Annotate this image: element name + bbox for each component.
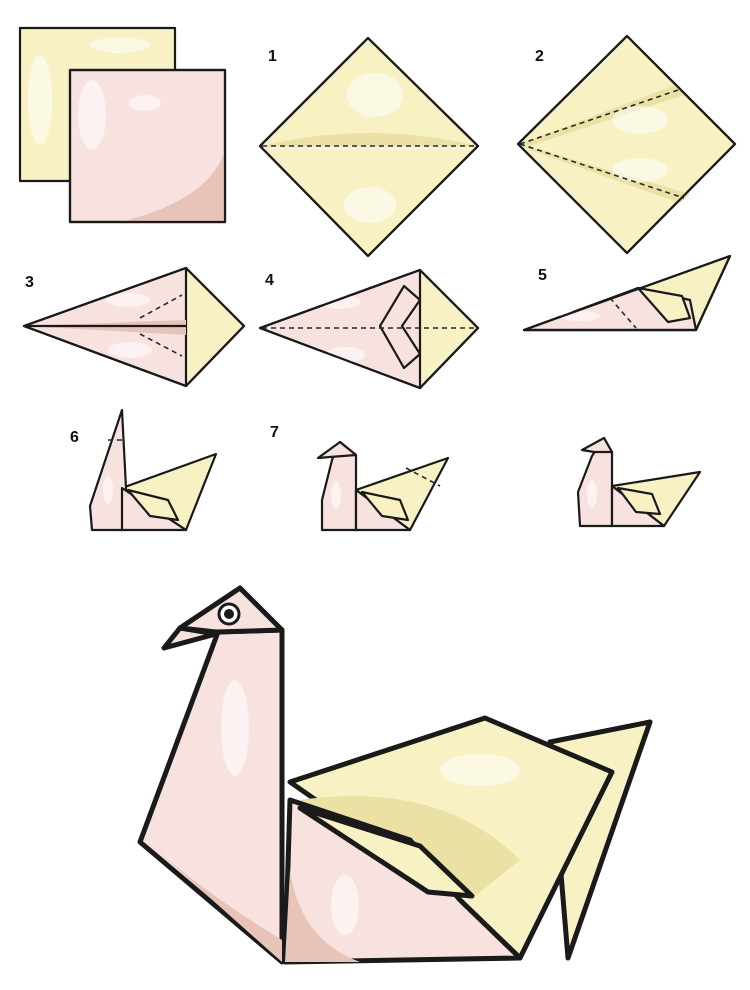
- swan-beak: [164, 628, 216, 648]
- step-7-number: 7: [270, 424, 279, 441]
- step-6: 6: [70, 410, 216, 530]
- step-1-number: 1: [268, 48, 277, 65]
- step-5-number: 5: [538, 267, 547, 284]
- step-7-head: [318, 442, 356, 458]
- swan-neck: [140, 630, 282, 962]
- step-4: 4: [260, 270, 478, 388]
- step-8-small-swan: [578, 438, 700, 526]
- step-6-neck: [90, 410, 126, 530]
- step-5: 5: [524, 256, 730, 330]
- step-6-number: 6: [70, 429, 79, 446]
- step-paper-squares: [20, 28, 225, 222]
- step-1: 1: [260, 38, 478, 256]
- step-2-number: 2: [535, 48, 544, 65]
- step-4-number: 4: [265, 272, 274, 289]
- step-3: 3: [24, 268, 244, 386]
- step-2-diamond: [518, 36, 735, 253]
- step-2: 2: [518, 36, 735, 253]
- step-3-number: 3: [25, 274, 34, 291]
- step-1-diamond: [260, 38, 478, 256]
- step-7: 7: [270, 424, 448, 530]
- final-swan: [140, 588, 650, 962]
